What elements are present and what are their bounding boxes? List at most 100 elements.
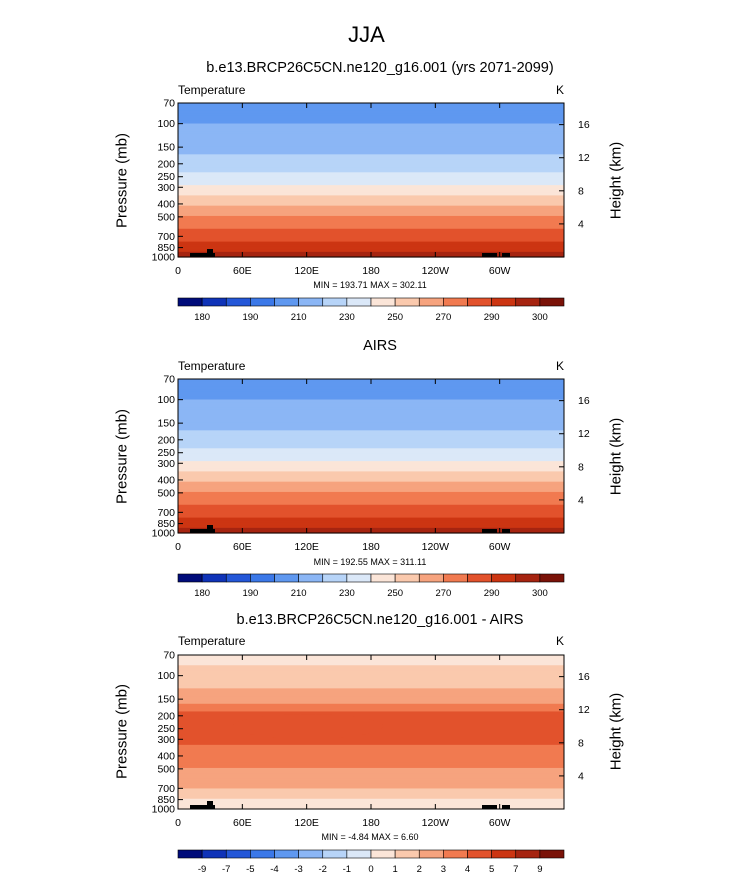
- panel1-xtick-label: 120W: [422, 265, 450, 277]
- panel1-contour-band: [178, 151, 564, 155]
- colorbar-panel1-swatch: [394, 297, 420, 307]
- colorbar-panel1-swatch: [250, 297, 275, 307]
- panel2-contour-band: [178, 420, 564, 424]
- panel1-ytick-label: 850: [157, 242, 175, 254]
- panel1-contour-band: [178, 180, 564, 184]
- panel3-contour-band: [178, 752, 564, 756]
- panel1-contour-band: [178, 154, 564, 158]
- colorbar-panel1-label: 230: [339, 312, 355, 323]
- panel3-contour-band: [178, 788, 564, 792]
- panel2-contour-band: [178, 479, 564, 483]
- panel1-contour-band: [178, 226, 564, 230]
- colorbar-panel3-label: -4: [270, 864, 278, 873]
- panel2-contour-band: [178, 456, 564, 460]
- panel3-contour-band: [178, 737, 564, 741]
- panel1-topography: [502, 253, 510, 257]
- panel3-ytick-label: 150: [157, 694, 175, 706]
- panel2-y2tick-label: 12: [578, 428, 590, 440]
- panel2-contour-band: [178, 414, 564, 419]
- colorbar-panel2: [177, 573, 565, 583]
- colorbar-panel3-label: -3: [294, 864, 302, 873]
- panel1-contour-band: [178, 190, 564, 194]
- panel2-contour-band: [178, 386, 564, 390]
- panel1-contour-band: [178, 228, 564, 232]
- panel1-contour-band: [178, 249, 564, 253]
- panel1-xtick-label: 60E: [233, 265, 252, 277]
- colorbar-panel3-label: 1: [392, 864, 397, 873]
- panel2-contour-band: [178, 481, 564, 485]
- panel2-contour-band: [178, 461, 564, 465]
- panel1-contour-band: [178, 120, 564, 125]
- colorbar-panel2-label: 300: [532, 588, 548, 599]
- panel1-contour-band: [178, 231, 564, 235]
- colorbar-panel1-label: 300: [532, 312, 548, 323]
- panel3-contour-band: [178, 765, 564, 769]
- panel3-xtick-label: 180: [362, 817, 380, 829]
- panel2-ytick-label: 500: [157, 487, 175, 499]
- panel2-topography: [482, 529, 497, 533]
- panel1-variable-label: Temperature: [178, 83, 246, 97]
- colorbar-panel3-label: 3: [441, 864, 446, 873]
- panel2-contour-band: [178, 432, 564, 437]
- panel3-contour-band: [178, 783, 564, 787]
- panel1-y2tick-label: 16: [578, 119, 590, 131]
- panel1-ytick-label: 500: [157, 211, 175, 223]
- panel3-contour-band: [178, 732, 564, 736]
- panel1-contour-band: [178, 156, 564, 161]
- panel2-ytick-label: 300: [157, 458, 175, 470]
- panel1-contour-band: [178, 108, 564, 112]
- panel3-contour-band: [178, 762, 564, 766]
- panel3-ytick-label: 400: [157, 750, 175, 762]
- colorbar-panel2-swatch: [515, 573, 541, 583]
- colorbar-panel2-swatch: [322, 573, 348, 583]
- panel2-contour-band: [178, 471, 564, 475]
- panel3-contour-band: [178, 701, 564, 705]
- panel3-contour-band: [178, 796, 564, 800]
- panel3-contour-band: [178, 711, 564, 715]
- panel2-contour-band: [178, 494, 564, 498]
- colorbar-panel1-swatch: [443, 297, 468, 307]
- panel3-contour-band: [178, 739, 564, 743]
- panel2-contour-band: [178, 458, 564, 462]
- panel2-contour-band: [178, 404, 564, 408]
- panel2-contour-band: [178, 453, 564, 457]
- panel3-contour-band: [178, 706, 564, 710]
- panel2-xtick-label: 60E: [233, 541, 252, 553]
- colorbar-panel1-label: 180: [194, 312, 210, 323]
- panel2-contour-band: [178, 440, 564, 444]
- panel2-contour-band: [178, 473, 564, 478]
- colorbar-panel3-label: -9: [198, 864, 206, 873]
- colorbar-panel2-label: 210: [291, 588, 307, 599]
- panel3-ytick-label: 850: [157, 794, 175, 806]
- colorbar-panel3-swatch: [467, 849, 492, 859]
- panel2-contour-band: [178, 502, 564, 506]
- panel2-contour-band: [178, 394, 564, 398]
- panel1-contour-band: [178, 213, 564, 217]
- colorbar-panel2-swatch: [250, 573, 275, 583]
- colorbar-panel2-swatch: [298, 573, 324, 583]
- colorbar-panel2-swatch: [177, 573, 203, 583]
- colorbar-panel2-swatch: [346, 573, 372, 583]
- colorbar-panel3-swatch: [491, 849, 517, 859]
- panel3-contour-band: [178, 742, 564, 746]
- panel3-variable-label: Temperature: [178, 634, 246, 648]
- panel1-ytick-label: 250: [157, 171, 175, 183]
- colorbar-panel2-swatch: [274, 573, 299, 583]
- panel3-contour-band: [178, 683, 564, 687]
- panel1-xtick-label: 0: [175, 265, 181, 277]
- panel3-contour-band: [178, 693, 564, 697]
- panel2-ytick-label: 400: [157, 474, 175, 486]
- panel3-contour-band: [178, 675, 564, 679]
- panel3-contour-band: [178, 767, 564, 772]
- panel2-xtick-label: 180: [362, 541, 380, 553]
- panel2-contour-band: [178, 486, 564, 490]
- panel3-topography: [502, 805, 510, 809]
- panel1-contour-band: [178, 244, 564, 248]
- panel1-topography: [207, 249, 213, 257]
- colorbar-panel2-label: 270: [435, 588, 451, 599]
- panel1-contour-band: [178, 138, 564, 143]
- panel3-warm-anomaly: [233, 714, 383, 739]
- panel2-contour-band: [178, 491, 564, 496]
- panel2-title: AIRS: [363, 338, 397, 354]
- panel2-contour-band: [178, 450, 564, 455]
